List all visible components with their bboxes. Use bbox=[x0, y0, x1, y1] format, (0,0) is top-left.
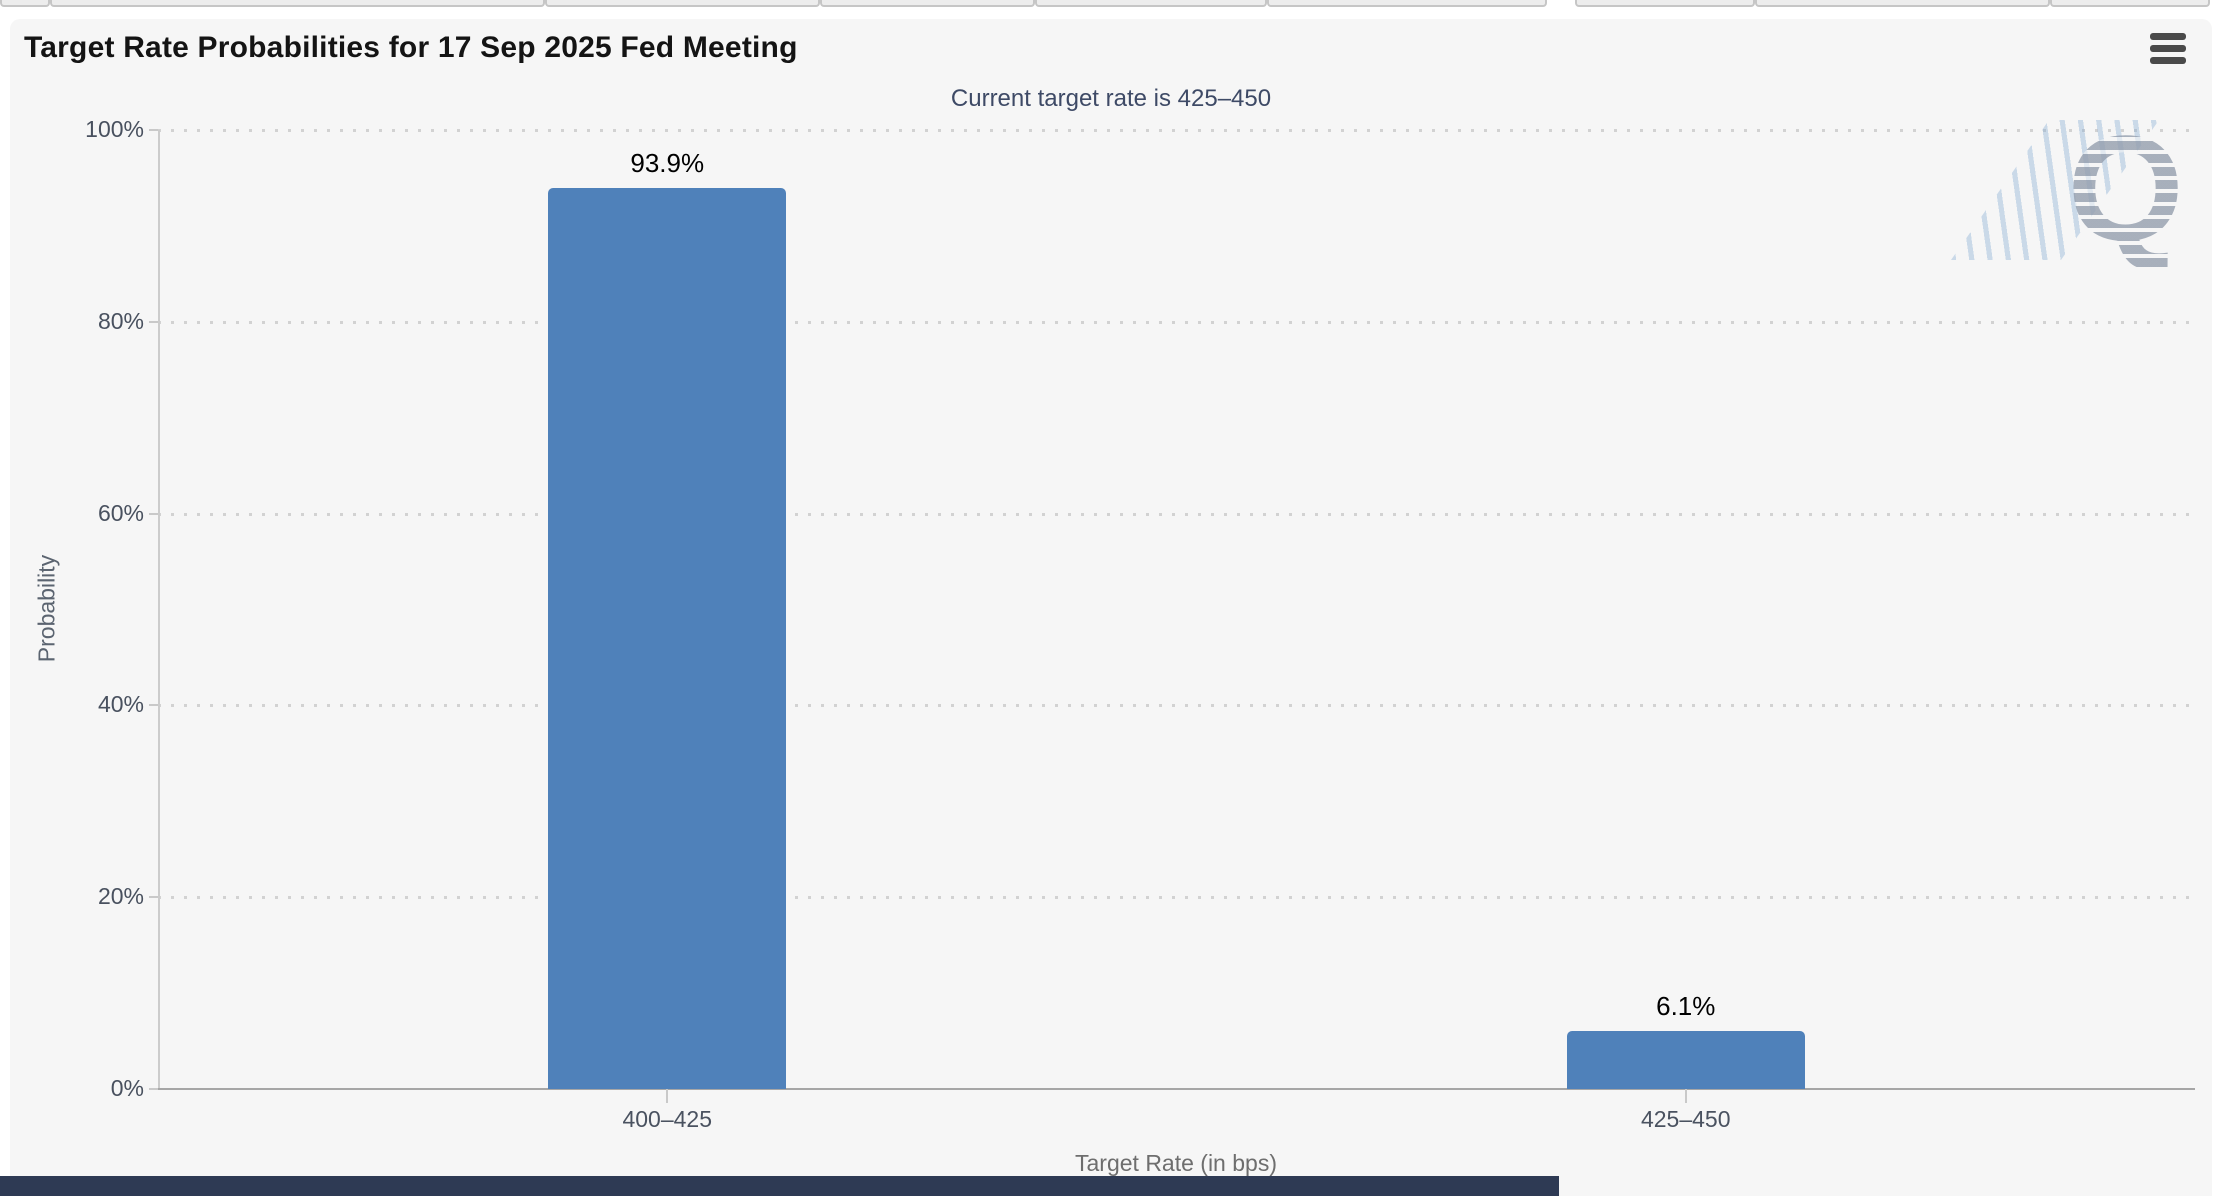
hamburger-icon bbox=[2150, 57, 2186, 64]
y-axis-tick bbox=[149, 896, 158, 899]
tab-remnant[interactable] bbox=[1035, 0, 1267, 7]
y-gridline bbox=[158, 704, 2195, 708]
chart-context-menu-button[interactable] bbox=[2148, 33, 2188, 67]
bar-value-label: 6.1% bbox=[1656, 990, 1716, 1021]
y-axis-tick bbox=[149, 320, 158, 323]
y-axis-tick-label: 0% bbox=[110, 1075, 144, 1101]
y-gridline bbox=[158, 129, 2195, 132]
chart-panel: Target Rate Probabilities for 17 Sep 202… bbox=[10, 19, 2212, 1196]
bar[interactable] bbox=[548, 188, 787, 1089]
y-gridline bbox=[158, 896, 2195, 900]
x-axis-tick bbox=[1684, 1089, 1687, 1103]
y-axis-line bbox=[158, 130, 160, 1089]
y-axis-tick-label: 20% bbox=[97, 883, 144, 910]
y-axis-tick bbox=[149, 512, 158, 515]
tab-remnant[interactable] bbox=[1267, 0, 1547, 7]
tab-remnant[interactable] bbox=[50, 0, 545, 7]
x-axis-category-label: 425–450 bbox=[1640, 1106, 1731, 1132]
x-axis-line bbox=[158, 1088, 2195, 1090]
tab-remnant[interactable] bbox=[0, 0, 50, 7]
horizontal-scrollbar-thumb[interactable] bbox=[0, 1176, 1559, 1196]
x-axis-tick bbox=[666, 1089, 669, 1103]
y-axis-tick-label: 60% bbox=[97, 499, 144, 526]
chart-subtitle: Current target rate is 425–450 bbox=[950, 85, 1272, 112]
y-axis-tick-label: 80% bbox=[97, 307, 144, 334]
y-gridline bbox=[158, 512, 2195, 516]
y-gridline bbox=[158, 320, 2195, 324]
chart-title: Target Rate Probabilities for 17 Sep 202… bbox=[24, 31, 798, 64]
top-tab-strip bbox=[0, 0, 2224, 19]
tab-remnant[interactable] bbox=[545, 0, 820, 7]
bar[interactable] bbox=[1566, 1030, 1805, 1089]
y-axis-tick bbox=[149, 704, 158, 707]
x-axis-category-label: 400–425 bbox=[622, 1106, 713, 1132]
y-axis-tick-label: 40% bbox=[97, 691, 144, 718]
tab-remnant[interactable] bbox=[1755, 0, 2050, 7]
y-axis-tick bbox=[149, 129, 158, 131]
y-axis-tick-label: 100% bbox=[85, 116, 144, 142]
x-axis-title: Target Rate (in bps) bbox=[1075, 1150, 1277, 1176]
tab-remnant[interactable] bbox=[2050, 0, 2210, 7]
tab-remnant[interactable] bbox=[820, 0, 1035, 7]
y-axis-title: Probability bbox=[33, 554, 60, 663]
bar-value-label: 93.9% bbox=[630, 148, 705, 179]
y-axis-tick bbox=[149, 1088, 158, 1090]
hamburger-icon bbox=[2150, 45, 2186, 52]
tab-remnant[interactable] bbox=[1575, 0, 1755, 7]
hamburger-icon bbox=[2150, 33, 2186, 40]
